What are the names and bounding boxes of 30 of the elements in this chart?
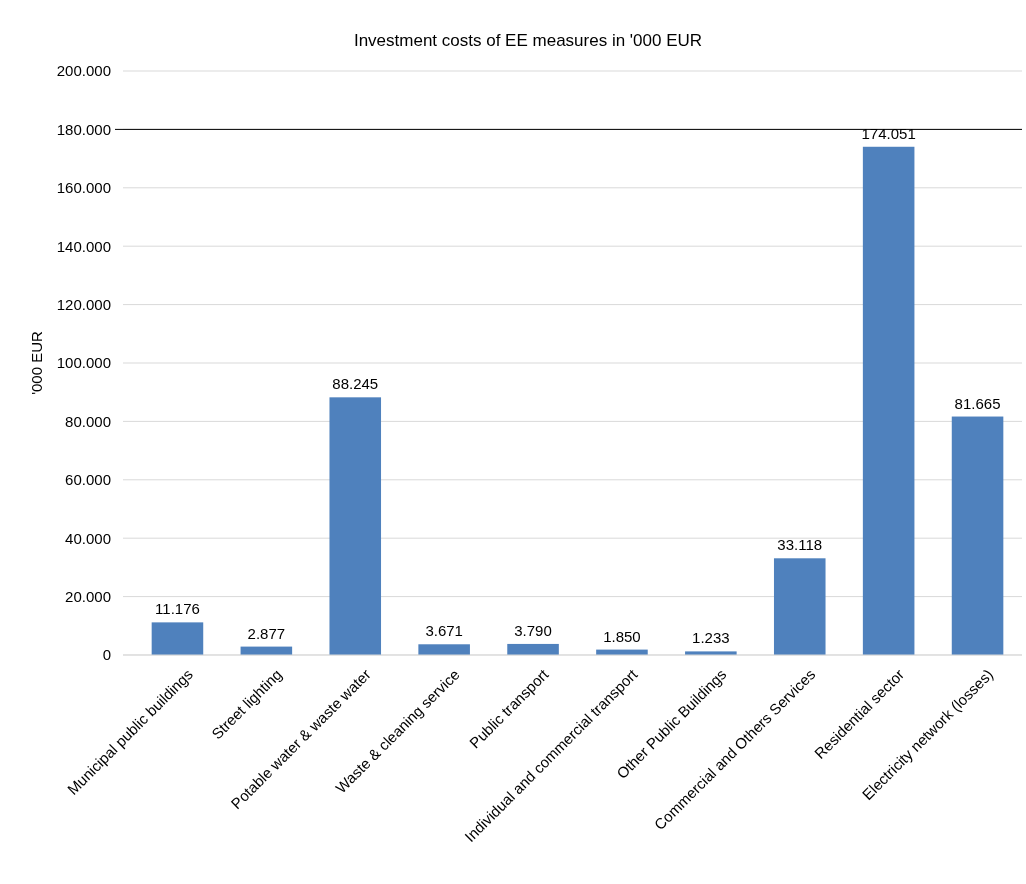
y-tick-label: 200.000 — [56, 62, 111, 80]
data-label: 88.245 — [332, 375, 379, 393]
y-tick-label: 40.000 — [65, 529, 111, 547]
data-label: 1.233 — [692, 629, 730, 647]
bar — [773, 558, 826, 655]
data-label: 11.176 — [155, 600, 200, 618]
chart-title: Investment costs of EE measures in '000 EUR — [353, 31, 703, 50]
data-label: 81.665 — [954, 394, 1001, 412]
bar — [418, 644, 470, 655]
y-tick-label: 140.000 — [56, 237, 111, 255]
bar — [329, 397, 382, 655]
data-label: 33.118 — [777, 536, 823, 554]
bar — [951, 416, 1004, 655]
y-tick-label: 100.000 — [56, 354, 111, 372]
data-label: 1.850 — [603, 627, 641, 645]
bar — [507, 643, 559, 655]
y-tick-label: 160.000 — [56, 179, 111, 197]
data-label: 3.671 — [425, 622, 463, 640]
y-tick-label: 60.000 — [65, 471, 111, 489]
y-tick-label: 120.000 — [56, 295, 111, 313]
data-label: 2.877 — [247, 624, 286, 642]
bar — [151, 622, 204, 655]
bar — [862, 146, 915, 655]
y-tick-label: 180.000 — [56, 120, 111, 138]
y-tick-label: 0 — [102, 646, 111, 664]
y-tick-label: 80.000 — [65, 412, 111, 430]
data-label: 174.051 — [861, 124, 916, 142]
data-label: 3.790 — [514, 621, 552, 639]
y-axis-title: '000 EUR — [28, 330, 45, 395]
y-tick-label: 20.000 — [65, 587, 111, 605]
